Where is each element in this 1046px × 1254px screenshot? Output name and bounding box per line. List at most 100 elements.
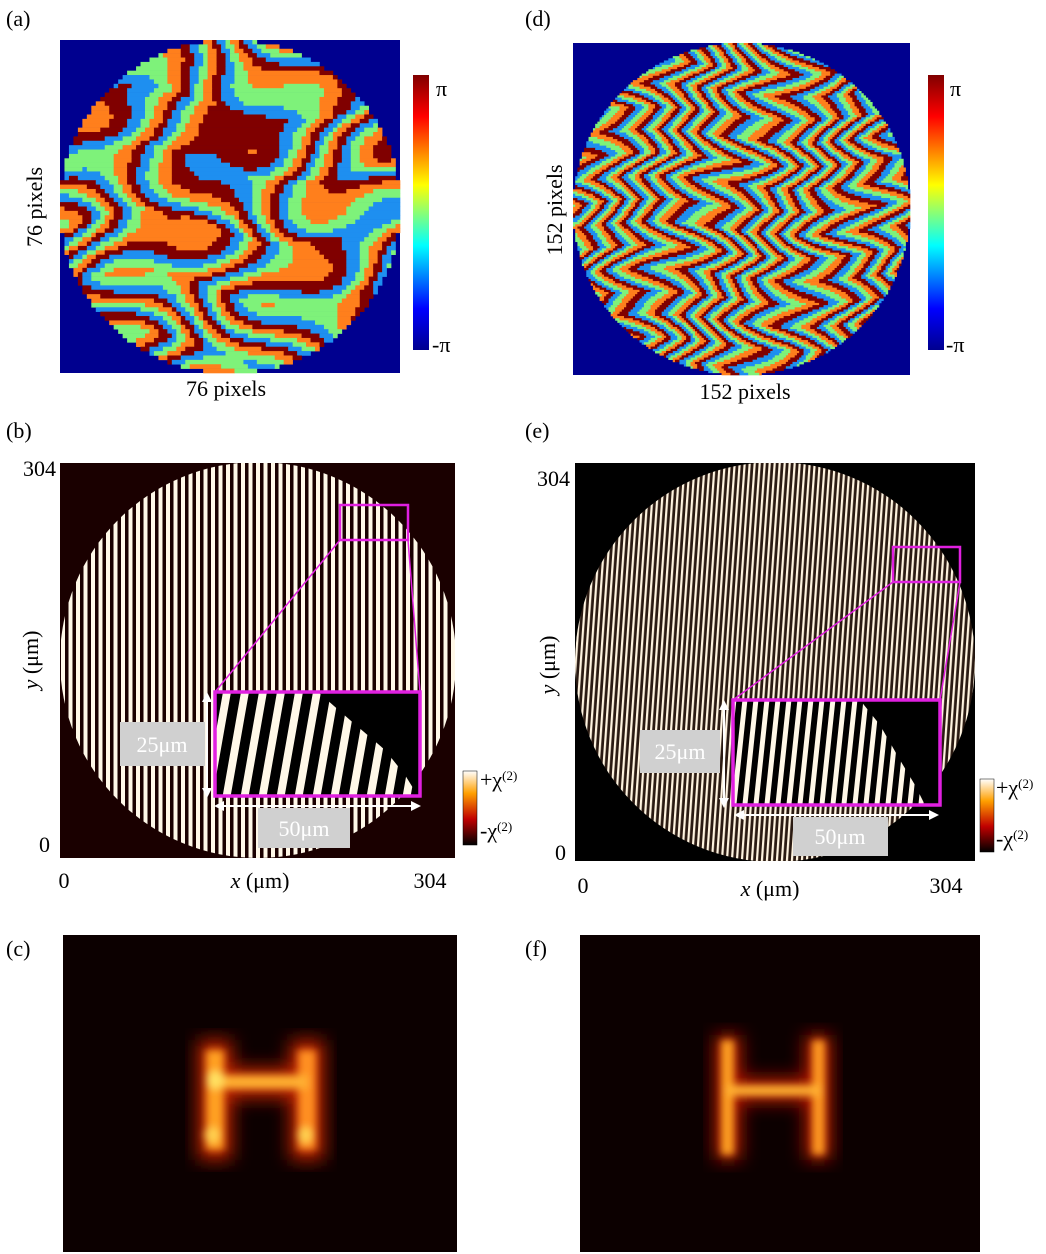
phase-cell	[735, 146, 742, 148]
phase-cell	[810, 229, 817, 231]
phase-cell	[724, 148, 731, 150]
phase-cell	[810, 102, 819, 104]
phase-cell	[611, 124, 620, 126]
phase-cell	[733, 80, 740, 82]
phase-cell	[662, 102, 669, 104]
phase-cell	[744, 56, 749, 58]
phase-cell	[872, 222, 881, 224]
phase-cell	[686, 220, 697, 222]
phase-cell	[194, 351, 226, 356]
phase-cell	[790, 91, 804, 93]
phase-cell	[886, 216, 895, 218]
phase-cell	[753, 109, 762, 111]
phase-cell	[742, 54, 747, 56]
phase-cell	[243, 320, 261, 325]
phase-cell	[848, 174, 855, 176]
phase-cell	[653, 200, 658, 202]
phase-cell	[181, 351, 195, 356]
phase-cell	[234, 250, 243, 255]
phase-cell	[717, 87, 724, 89]
phase-cell	[319, 334, 333, 339]
phase-cell	[883, 178, 892, 180]
phase-cell	[145, 176, 159, 181]
phase-cell	[788, 148, 793, 150]
phase-cell	[662, 133, 667, 135]
phase-cell	[158, 84, 172, 89]
phase-cell	[764, 50, 771, 52]
phase-cell	[688, 174, 699, 176]
phase-cell	[839, 172, 846, 174]
phase-cell	[781, 109, 792, 111]
phase-cell	[761, 60, 768, 62]
phase-cell	[826, 124, 831, 126]
phase-cell	[315, 158, 324, 163]
phase-cell	[737, 150, 744, 152]
phase-cell	[337, 167, 351, 172]
phase-cell	[735, 45, 738, 47]
phase-cell	[861, 113, 868, 115]
phase-cell	[795, 211, 800, 213]
phase-cell	[637, 165, 642, 167]
phase-cell	[759, 63, 766, 65]
phase-cell	[666, 178, 673, 180]
phase-cell	[655, 202, 662, 204]
phase-cell	[114, 215, 123, 220]
phase-cell	[176, 334, 185, 339]
phase-cell	[764, 163, 771, 165]
phase-cell	[737, 45, 742, 47]
phase-cell	[693, 229, 700, 231]
phase-cell	[666, 198, 673, 200]
phase-cell	[208, 312, 217, 317]
phase-cell	[870, 159, 877, 161]
phase-cell	[293, 163, 302, 168]
phase-cell	[595, 185, 604, 187]
phase-cell	[355, 307, 364, 312]
phase-cell	[892, 159, 899, 161]
phase-cell	[828, 218, 835, 220]
phase-cell	[190, 88, 195, 93]
phase-cell	[686, 106, 691, 108]
phase-cell	[841, 165, 846, 167]
phase-cell	[608, 185, 615, 187]
phase-cell	[172, 167, 190, 172]
phase-cell	[239, 97, 320, 102]
phase-cell	[742, 202, 749, 204]
phase-cell	[777, 58, 786, 60]
phase-cell	[806, 150, 813, 152]
phase-cell	[855, 126, 860, 128]
phase-cell	[788, 159, 793, 161]
phase-cell	[604, 194, 611, 196]
phase-cell	[848, 163, 853, 165]
phase-cell	[243, 220, 252, 225]
phase-cell	[775, 174, 782, 176]
phase-cell	[733, 122, 744, 124]
phase-cell	[387, 250, 392, 255]
phase-cell	[790, 141, 797, 143]
phase-cell	[753, 207, 758, 209]
phase-cell	[635, 170, 640, 172]
phase-cell	[668, 209, 677, 211]
phase-cell	[226, 53, 231, 58]
phase-cell	[819, 233, 826, 235]
phase-cell	[722, 76, 729, 78]
phase-cell	[109, 224, 118, 229]
phase-cell	[653, 196, 658, 198]
phase-cell	[597, 202, 602, 204]
phase-cell	[850, 141, 857, 143]
phase-cell	[824, 148, 829, 150]
phase-cell	[673, 130, 678, 132]
phase-cell	[808, 139, 815, 141]
phase-cell	[781, 56, 788, 58]
phase-cell	[203, 79, 212, 84]
phase-cell	[691, 65, 700, 67]
phase-cell	[369, 281, 374, 286]
phase-cell	[688, 95, 693, 97]
phase-cell	[673, 205, 682, 207]
phase-cell	[755, 58, 760, 60]
phase-cell	[212, 303, 217, 308]
phase-cell	[801, 222, 806, 224]
phase-cell	[764, 117, 773, 119]
phase-cell	[779, 137, 788, 139]
phase-cell	[688, 122, 693, 124]
phase-cell	[589, 139, 605, 141]
